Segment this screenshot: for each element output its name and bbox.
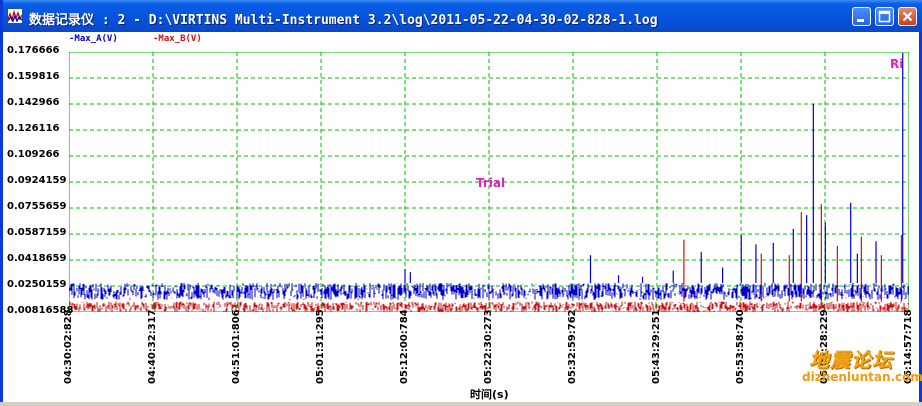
- y-tick-label: 0.00816588: [7, 305, 74, 316]
- site-watermark-logo: 地震论坛: [809, 348, 893, 372]
- series-a-baseline: [69, 282, 909, 300]
- y-tick-label: 0.0924159: [7, 175, 67, 186]
- legend-max-a: -Max_A(V): [69, 34, 118, 44]
- close-button[interactable]: [898, 7, 917, 26]
- corner-marker: Ri: [890, 57, 904, 71]
- trial-watermark: Trial: [476, 176, 506, 190]
- site-watermark-url: dizhenluntan.com: [802, 370, 922, 384]
- legend-max-b: -Max_B(V): [153, 34, 202, 44]
- y-tick-label: 0.0418659: [7, 253, 67, 264]
- x-tick-label: 05:12:00:784: [399, 309, 410, 384]
- plot-area[interactable]: [69, 52, 909, 312]
- x-tick-label: 05:22:30:273: [483, 309, 494, 384]
- series-b-baseline: [69, 301, 909, 312]
- y-tick-label: 0.0755659: [7, 201, 67, 212]
- x-tick-label: 05:01:31:295: [315, 309, 326, 384]
- window-title: 数据记录仪 : 2 - D:\VIRTINS Multi-Instrument …: [29, 13, 658, 28]
- title-bar[interactable]: 数据记录仪 : 2 - D:\VIRTINS Multi-Instrument …: [3, 0, 922, 32]
- chart-app-icon: [7, 8, 23, 24]
- y-tick-label: 0.126116: [7, 123, 60, 134]
- y-tick-label: 0.0587159: [7, 227, 67, 238]
- maximize-icon: [878, 10, 891, 23]
- x-tick-label: 04:30:02:828: [63, 309, 74, 384]
- y-tick-label: 0.142966: [7, 97, 60, 108]
- x-axis-label: 时间(s): [470, 388, 509, 401]
- x-tick-label: 05:32:59:762: [567, 309, 578, 384]
- maximize-button[interactable]: [875, 7, 894, 26]
- x-tick-label: 04:51:01:806: [231, 309, 242, 384]
- minimize-icon: [857, 19, 864, 22]
- y-tick-label: 0.0250159: [7, 279, 67, 290]
- x-tick-label: 05:43:29:251: [651, 309, 662, 384]
- minimize-button[interactable]: [852, 7, 871, 26]
- status-strip: [0, 402, 922, 406]
- x-tick-label: 04:40:32:317: [147, 309, 158, 384]
- y-tick-label: 0.109266: [7, 149, 60, 160]
- y-tick-label: 0.176666: [7, 45, 60, 56]
- x-tick-label: 05:53:58:740: [735, 309, 746, 384]
- close-icon: [902, 11, 913, 22]
- y-tick-label: 0.159816: [7, 71, 60, 82]
